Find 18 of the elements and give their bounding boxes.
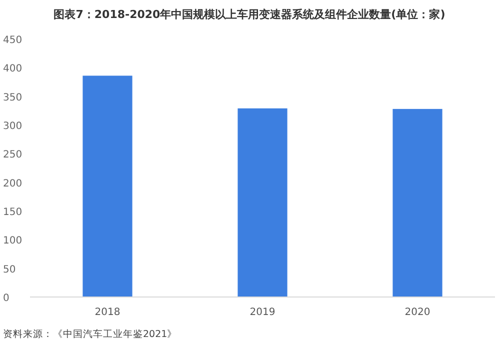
y-tick-label: 450 bbox=[3, 35, 22, 46]
x-tick-label: 2020 bbox=[404, 307, 430, 318]
x-tick-label: 2019 bbox=[250, 307, 276, 318]
bar bbox=[82, 76, 132, 297]
y-tick-label: 350 bbox=[3, 92, 22, 104]
y-tick-label: 150 bbox=[3, 207, 22, 218]
bar bbox=[392, 108, 442, 297]
chart-title: 图表7：2018-2020年中国规模以上车用变速器系统及组件企业数量(单位：家) bbox=[54, 8, 446, 21]
bar bbox=[238, 108, 288, 297]
y-tick-label: 200 bbox=[3, 178, 22, 190]
y-tick-label: 0 bbox=[3, 293, 10, 304]
y-tick-label: 300 bbox=[3, 121, 22, 132]
y-tick-label: 50 bbox=[3, 264, 16, 276]
y-tick-label: 400 bbox=[3, 64, 22, 75]
x-tick-label: 2018 bbox=[94, 307, 120, 318]
y-tick-label: 100 bbox=[3, 236, 22, 247]
text: 资料来源：《中国汽车工业年鉴2021》 bbox=[3, 328, 178, 340]
y-tick-label: 250 bbox=[3, 150, 22, 161]
